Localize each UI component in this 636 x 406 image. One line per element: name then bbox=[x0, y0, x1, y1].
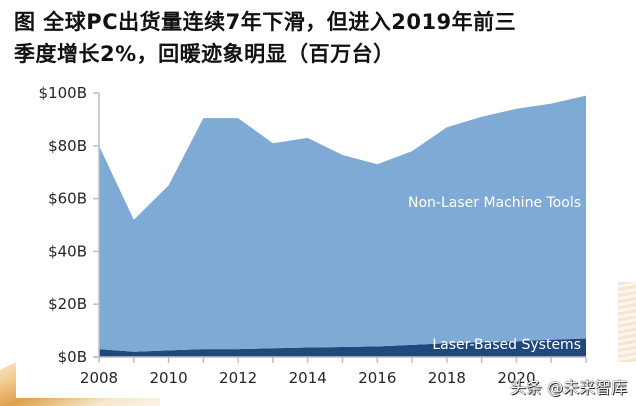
x-tick-label: 2012 bbox=[219, 369, 257, 387]
y-tick-label: $60B bbox=[48, 190, 87, 208]
y-tick-label: $80B bbox=[48, 137, 87, 155]
series-label-non-laser: Non-Laser Machine Tools bbox=[408, 195, 581, 211]
series-label-laser: Laser-Based Systems bbox=[432, 337, 581, 353]
y-tick-label: $100B bbox=[39, 84, 87, 102]
y-tick-label: $0B bbox=[58, 348, 87, 366]
chart-title-line-1: 图 全球PC出货量连续7年下滑，但进入2019年前三 bbox=[14, 10, 517, 34]
chart-title-line-2: 季度增长2%，回暖迹象明显（百万台） bbox=[14, 42, 395, 66]
x-tick-label: 2008 bbox=[80, 369, 118, 387]
x-tick-label: 2014 bbox=[289, 369, 327, 387]
area-series-laser-based-systems bbox=[99, 338, 586, 357]
y-tick-label: $40B bbox=[48, 242, 87, 260]
x-tick-label: 2020 bbox=[497, 369, 535, 387]
chart-title: 图 全球PC出货量连续7年下滑，但进入2019年前三 季度增长2%，回暖迹象明显… bbox=[14, 6, 624, 70]
decorative-background-right bbox=[618, 282, 636, 362]
chart-area: $0B $20B $40B $60B $80B $100B 2008 2010 2012 2014… bbox=[16, 78, 616, 398]
area-series-non-laser-machine-tools bbox=[99, 95, 586, 352]
watermark: 头条 @未来智库 bbox=[510, 378, 628, 397]
y-tick-label: $20B bbox=[48, 295, 87, 313]
x-tick-label: 2016 bbox=[358, 369, 396, 387]
x-tick-label: 2018 bbox=[428, 369, 466, 387]
stacked-area-chart: $0B $20B $40B $60B $80B $100B 2008 2010 2012 2014… bbox=[39, 84, 587, 387]
x-tick-label: 2010 bbox=[149, 369, 187, 387]
